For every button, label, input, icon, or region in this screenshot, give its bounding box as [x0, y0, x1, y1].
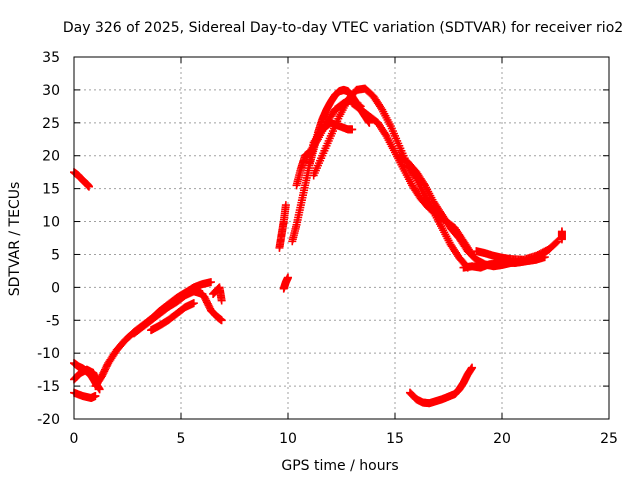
data-point — [206, 278, 215, 287]
y-axis-label: SDTVAR / TECUs — [7, 182, 23, 297]
series-n — [305, 118, 357, 167]
data-points — [70, 84, 566, 408]
y-tick-label: 35 — [42, 50, 60, 66]
series-f — [129, 287, 207, 338]
data-point — [95, 385, 104, 394]
x-tick-label: 20 — [493, 431, 511, 447]
y-tick-label: -20 — [37, 412, 60, 428]
series-g — [147, 299, 198, 335]
data-point — [552, 238, 561, 247]
data-point — [543, 246, 552, 255]
x-axis-ticks: 0 5 10 15 20 25 — [70, 57, 618, 447]
data-point — [217, 316, 226, 325]
data-point — [284, 273, 292, 282]
chart-title: Day 326 of 2025, Sidereal Day-to-day VTE… — [63, 20, 623, 36]
series-d — [70, 388, 100, 402]
data-point — [553, 237, 562, 246]
y-tick-label: -10 — [37, 346, 60, 362]
x-tick-label: 10 — [279, 431, 297, 447]
x-tick-label: 25 — [600, 431, 618, 447]
data-point — [557, 227, 566, 236]
y-tick-label: -5 — [46, 313, 60, 329]
y-tick-label: 30 — [42, 83, 60, 99]
y-tick-label: 5 — [51, 247, 60, 263]
series-u — [405, 363, 477, 408]
series-i — [209, 283, 226, 305]
data-point — [217, 296, 226, 305]
y-tick-label: 25 — [42, 116, 60, 132]
y-axis-ticks: -20 -15 -10 -5 0 5 10 15 20 25 30 35 — [37, 50, 609, 428]
series-a — [70, 168, 93, 191]
data-point — [545, 245, 554, 254]
series-q — [395, 151, 549, 271]
series-s — [472, 245, 554, 264]
series-t — [557, 227, 566, 244]
x-tick-label: 15 — [386, 431, 404, 447]
x-axis-label: GPS time / hours — [281, 458, 398, 474]
plot-frame — [73, 56, 610, 420]
series-k — [275, 201, 290, 252]
data-point — [84, 182, 93, 191]
data-point — [468, 363, 477, 372]
y-tick-label: -15 — [37, 379, 60, 395]
series-h — [194, 286, 226, 325]
y-tick-label: 10 — [42, 215, 60, 231]
data-point — [91, 391, 100, 400]
data-point — [348, 125, 357, 134]
x-tick-label: 5 — [177, 431, 186, 447]
grid-lines — [74, 57, 609, 419]
data-point — [189, 299, 198, 308]
y-tick-label: 15 — [42, 182, 60, 198]
y-tick-label: 20 — [42, 149, 60, 165]
x-tick-label: 0 — [70, 431, 79, 447]
y-tick-label: 0 — [51, 280, 60, 296]
data-point — [281, 201, 290, 210]
series-j — [279, 273, 292, 293]
